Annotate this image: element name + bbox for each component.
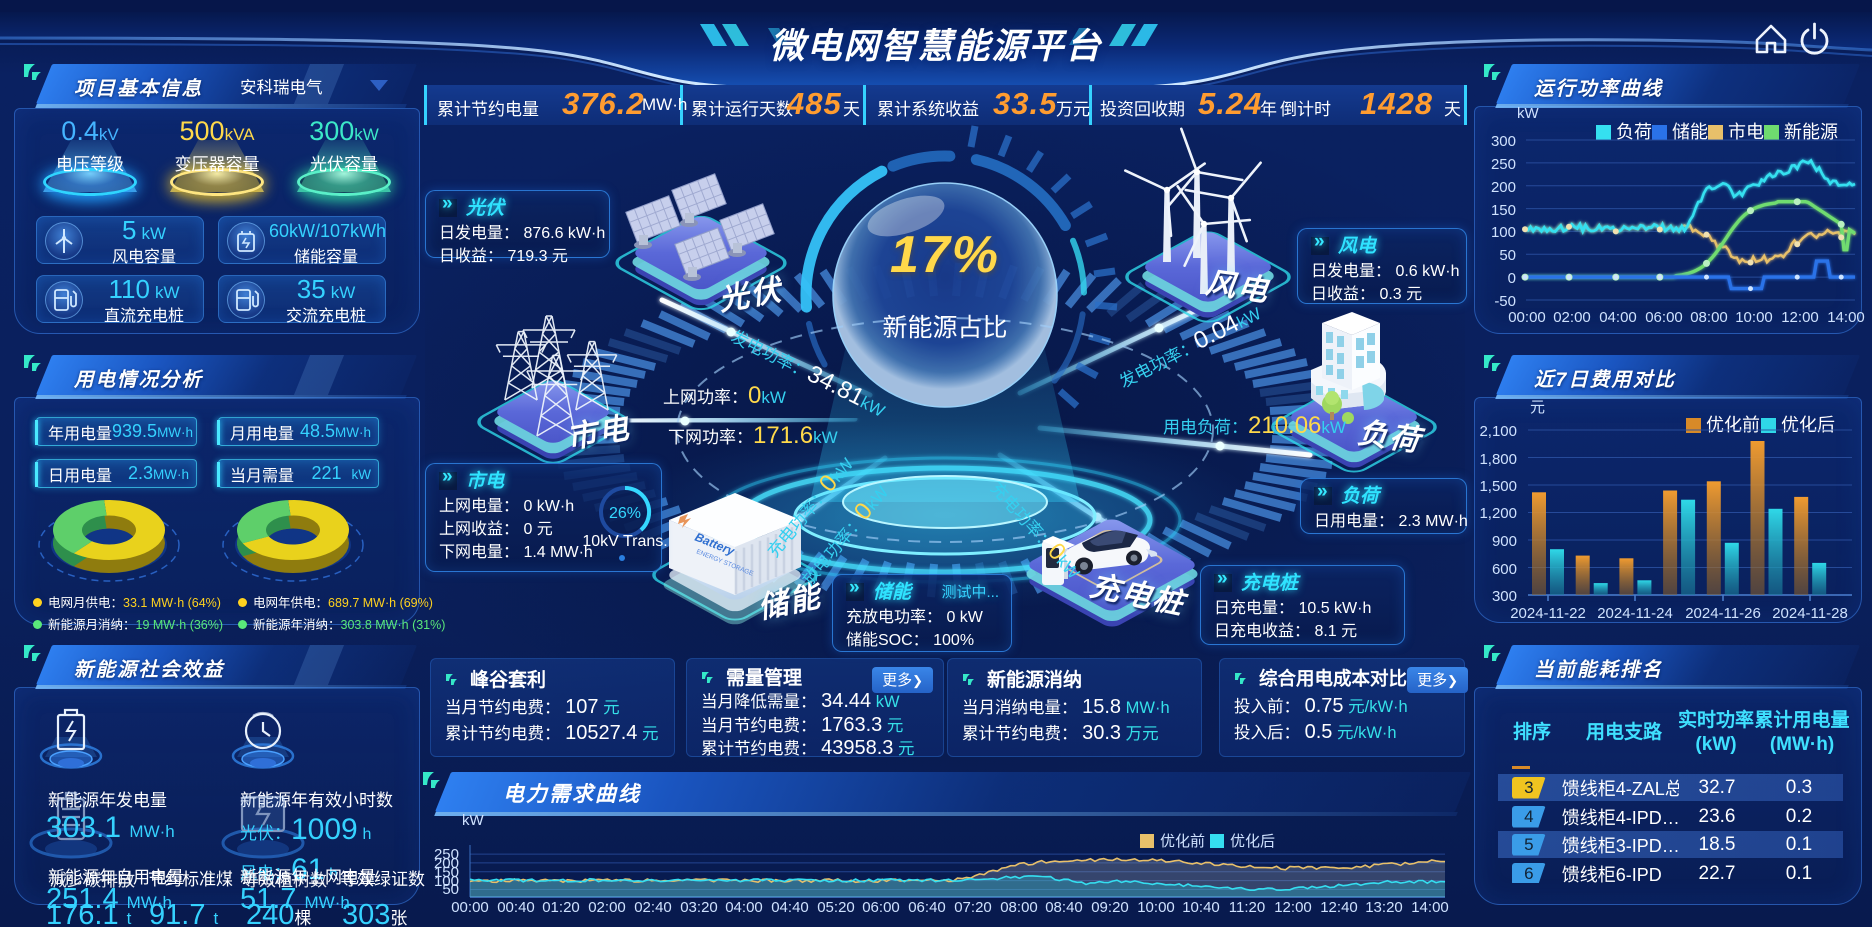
svg-text:优化前: 优化前 [1160, 833, 1205, 850]
svg-text:08:40: 08:40 [1045, 899, 1083, 916]
svg-text:12:00: 12:00 [1274, 899, 1312, 916]
svg-text:13:20: 13:20 [1365, 899, 1403, 916]
svg-text:200: 200 [434, 855, 459, 872]
svg-text:10:40: 10:40 [1182, 899, 1220, 916]
svg-text:04:00: 04:00 [725, 899, 763, 916]
svg-text:09:20: 09:20 [1091, 899, 1129, 916]
svg-text:10:00: 10:00 [1137, 899, 1175, 916]
svg-text:07:20: 07:20 [954, 899, 992, 916]
svg-text:06:00: 06:00 [862, 899, 900, 916]
svg-text:02:00: 02:00 [588, 899, 626, 916]
svg-text:00:00: 00:00 [451, 899, 489, 916]
svg-text:05:20: 05:20 [817, 899, 855, 916]
svg-text:150: 150 [434, 864, 459, 881]
svg-text:00:40: 00:40 [497, 899, 535, 916]
svg-text:250: 250 [434, 846, 459, 863]
svg-text:50: 50 [442, 881, 459, 898]
svg-text:02:40: 02:40 [634, 899, 672, 916]
svg-text:14:00: 14:00 [1411, 899, 1449, 916]
svg-text:04:40: 04:40 [771, 899, 809, 916]
svg-text:01:20: 01:20 [542, 899, 580, 916]
svg-text:06:40: 06:40 [908, 899, 946, 916]
svg-text:12:40: 12:40 [1320, 899, 1358, 916]
svg-text:26%: 26% [609, 505, 641, 522]
svg-text:优化后: 优化后 [1230, 833, 1275, 850]
svg-text:08:00: 08:00 [1000, 899, 1038, 916]
svg-text:03:20: 03:20 [680, 899, 718, 916]
svg-text:11:20: 11:20 [1229, 899, 1265, 916]
svg-text:100: 100 [434, 873, 459, 890]
